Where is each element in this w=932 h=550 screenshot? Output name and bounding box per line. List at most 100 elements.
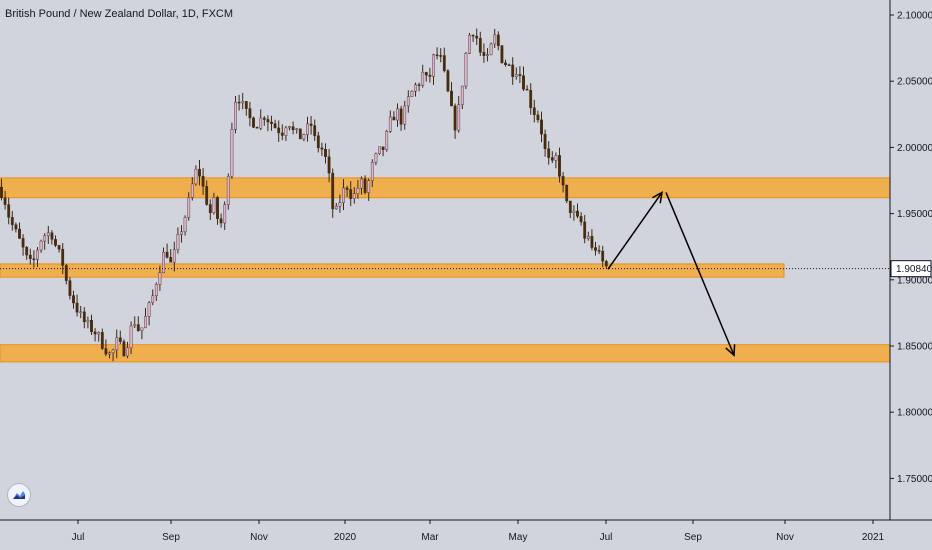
y-tick-label: 2.10000 [897, 11, 932, 22]
candle-body [68, 280, 72, 296]
candle-body [313, 125, 317, 136]
candle-body [554, 155, 558, 161]
candle-body [468, 34, 471, 54]
candle-body [471, 34, 475, 37]
candle-body [180, 231, 183, 235]
candle-body [255, 127, 259, 129]
candle-body [388, 116, 392, 132]
candle-body [151, 295, 155, 303]
candle-body [324, 149, 327, 157]
candle-body [244, 101, 248, 109]
arrow-layer[interactable] [607, 191, 736, 357]
zone-1[interactable] [0, 177, 891, 199]
candle-body [18, 228, 21, 239]
candle-body [561, 176, 565, 186]
y-tick-label: 2.05000 [897, 77, 932, 88]
candle-body [414, 84, 417, 92]
x-tick-label: Nov [250, 532, 268, 543]
candle-body [86, 320, 90, 323]
candle-body [262, 117, 266, 120]
candle-body [496, 34, 500, 46]
candle-body [338, 202, 342, 207]
candle-body [482, 52, 486, 56]
candle-body [126, 347, 129, 357]
candle-body [291, 126, 295, 131]
x-tick-label: May [509, 532, 528, 543]
candle-body [266, 119, 270, 123]
candle-body [226, 175, 230, 205]
candle-body [457, 104, 461, 131]
candle-body [597, 250, 601, 252]
candle-body [212, 197, 216, 214]
candle-body [345, 187, 349, 190]
candle-body [90, 320, 93, 332]
candle-body [158, 272, 162, 285]
candle-body [604, 261, 608, 267]
candle-body [14, 224, 18, 230]
candle-body [176, 234, 180, 250]
candle-body [108, 352, 111, 355]
candle-body [32, 258, 36, 260]
candle-body [234, 101, 237, 130]
candle-body [280, 132, 284, 136]
candle-body [100, 332, 104, 349]
candle-body [72, 295, 75, 304]
candle-body [378, 146, 381, 154]
candle-body [115, 337, 119, 351]
candle-body [583, 221, 587, 239]
projection-arrow-2[interactable] [665, 192, 735, 356]
candle-body [543, 133, 547, 149]
candle-body [75, 302, 79, 313]
candle-body [298, 128, 302, 140]
candle-body [118, 337, 122, 342]
candle-body [550, 157, 554, 161]
candle-body [248, 108, 252, 119]
candle-body [478, 38, 482, 53]
candle-body [133, 324, 137, 327]
candle-body [410, 90, 414, 97]
candle-body [21, 238, 25, 248]
projection-arrow-1[interactable] [607, 191, 663, 270]
candle-body [360, 178, 363, 189]
candle-body [306, 123, 309, 135]
candle-body [374, 153, 378, 163]
candle-body [601, 250, 605, 262]
candle-body [532, 107, 536, 116]
candle-body [201, 176, 205, 187]
candle-body [223, 204, 227, 224]
zone-2[interactable] [0, 263, 785, 278]
candle-body [162, 251, 165, 274]
candle-body [327, 156, 331, 174]
candle-body [165, 251, 169, 258]
candle-body [334, 206, 338, 210]
tradingview-logo-icon[interactable] [7, 483, 31, 507]
candle-body [586, 236, 590, 239]
x-tick-label: Jul [600, 532, 613, 543]
candle-body [309, 123, 313, 126]
candle-body [64, 265, 68, 281]
candle-body [489, 43, 493, 55]
y-tick-label: 1.75000 [897, 474, 932, 485]
x-tick-label: Nov [776, 532, 794, 543]
candle-body [460, 85, 464, 105]
candle-body [385, 131, 389, 150]
last-price-label: 1.90840 [896, 264, 932, 275]
candle-layer [0, 28, 608, 362]
x-tick-label: 2021 [862, 532, 885, 543]
candle-body [522, 75, 525, 90]
candle-body [331, 172, 335, 210]
arrow-head [725, 344, 736, 357]
candle-body [25, 246, 29, 256]
candle-body [104, 348, 108, 355]
candle-body [428, 74, 432, 77]
candle-body [57, 245, 61, 250]
candle-body [493, 34, 497, 45]
candle-body [572, 210, 576, 213]
zone-3[interactable] [0, 344, 891, 363]
candle-body [208, 204, 212, 214]
candle-body [342, 187, 345, 203]
candle-body [288, 126, 291, 129]
